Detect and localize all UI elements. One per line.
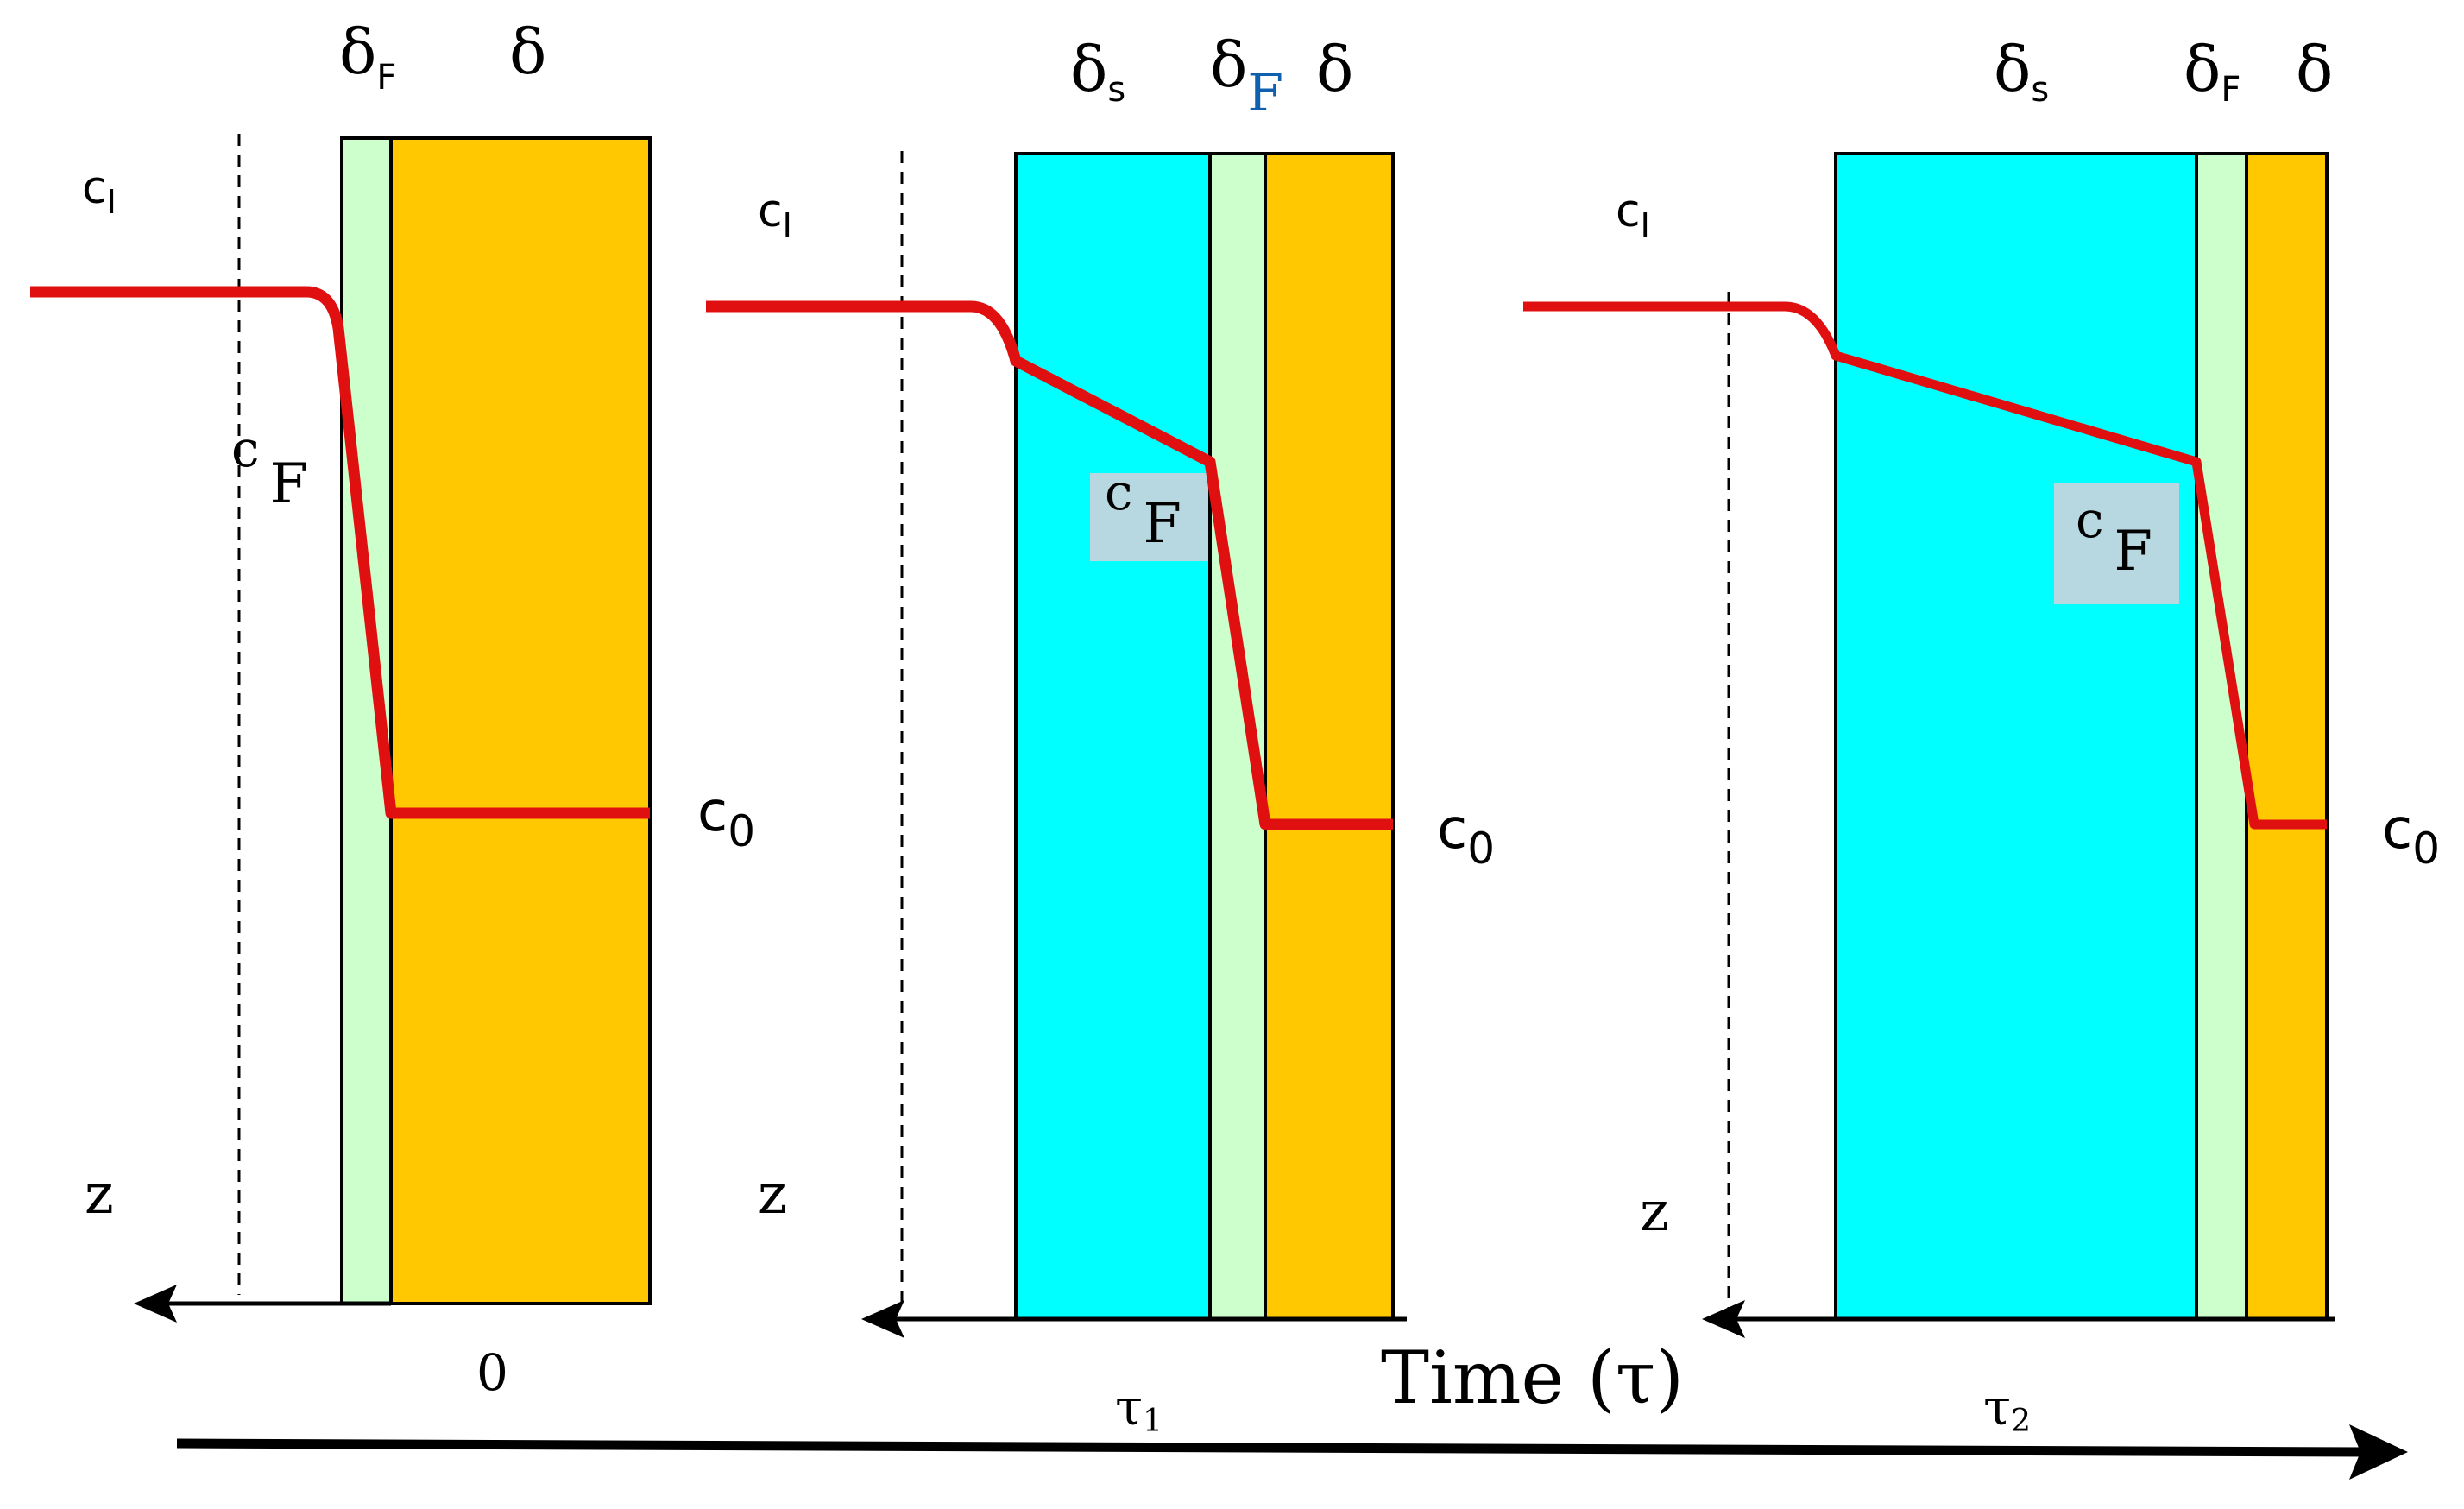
deposit-layer <box>389 136 652 1305</box>
sediment-layer <box>1834 152 2198 1321</box>
concentration-curve <box>1523 301 2327 830</box>
label-delta: δ <box>509 16 546 88</box>
label-c-f: cF <box>231 420 308 516</box>
time-label: 0 <box>476 1343 508 1402</box>
label-delta: δ <box>1316 33 1353 105</box>
label-c-i: cI <box>1616 186 1650 244</box>
z-axis-arrowhead <box>1702 1300 1745 1338</box>
time-label: τ1 <box>1115 1378 1163 1439</box>
time-axis-line <box>176 1438 2370 1457</box>
time-axis-label: Time (τ) <box>1381 1335 1684 1420</box>
label-c-i: cI <box>758 186 792 244</box>
sediment-layer <box>1014 152 1212 1321</box>
c-f-label-background <box>1090 473 1208 561</box>
z-axis-arrowhead <box>861 1300 904 1338</box>
label-delta: δ <box>2296 33 2333 105</box>
label-c-i: cI <box>82 162 117 221</box>
label-z: z <box>758 1163 787 1227</box>
c-f-label-background <box>2054 483 2179 604</box>
label-delta-f: δF <box>339 16 396 98</box>
deposit-layer <box>1264 152 1395 1321</box>
label-delta-s: δs <box>1070 33 1125 110</box>
time-axis: Time (τ) <box>176 1335 2408 1480</box>
label-delta-f: δF <box>1210 28 1283 123</box>
deposit-layer <box>2245 152 2329 1321</box>
label-z: z <box>1640 1180 1669 1244</box>
label-c-0: c0 <box>2382 798 2440 874</box>
concentration-curve <box>30 286 650 819</box>
z-axis-arrowhead <box>134 1285 177 1323</box>
label-z: z <box>85 1163 114 1227</box>
time-axis-arrowhead <box>2349 1424 2408 1480</box>
label-delta-f: δF <box>2184 33 2240 110</box>
label-delta-s: δs <box>1994 33 2049 110</box>
time-label: τ2 <box>1983 1378 2031 1439</box>
concentration-curve <box>706 300 1393 830</box>
label-c-0: c0 <box>697 780 755 856</box>
label-c-0: c0 <box>1437 798 1495 874</box>
panel-time-0: δF δ cI cF c0 z 0 <box>30 16 755 1402</box>
